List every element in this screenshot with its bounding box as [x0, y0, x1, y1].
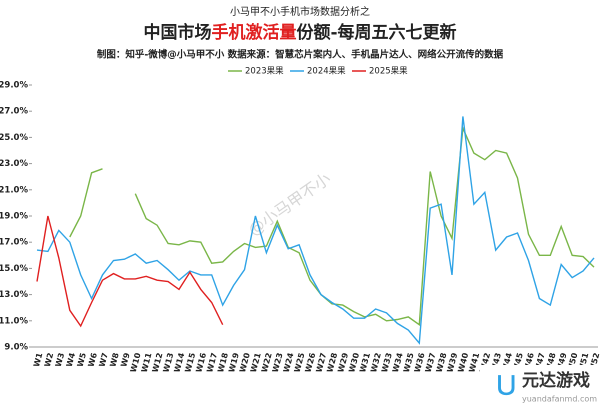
logo: ⋃ 元达游戏 yuandafanmd.com	[480, 365, 600, 407]
y-tick-label: 9.0%	[4, 343, 28, 353]
y-tick-label: 15.0%	[0, 264, 28, 274]
title-part: 份额-每周五六七更新	[296, 22, 456, 43]
logo-url: yuandafanmd.com	[522, 395, 597, 404]
title-part: 手机激活量	[211, 22, 296, 43]
y-tick-label: 25.0%	[0, 133, 28, 143]
x-tick-label: W8	[108, 351, 121, 368]
x-tick-label: W9	[119, 351, 132, 368]
x-tick-label: W4	[65, 351, 78, 368]
legend-label: 2024果果	[307, 67, 346, 77]
chart-header: 小马甲不小手机市场数据分析之	[230, 5, 370, 18]
logo-bg	[480, 365, 600, 407]
logo-icon: ⋃	[497, 372, 516, 397]
y-tick-label: 13.0%	[0, 290, 28, 300]
title-part: 中国市场	[143, 22, 211, 43]
series-line	[36, 215, 224, 328]
y-tick-label: 27.0%	[0, 107, 28, 117]
legend-label: 2023果果	[245, 67, 284, 77]
x-tick-label: W7	[97, 352, 109, 368]
y-tick-label: 21.0%	[0, 185, 28, 195]
y-tick-label: 29.0%	[0, 81, 28, 91]
x-tick-label: W2	[43, 352, 55, 368]
chart-subtitle: 制图：知乎-微博@小马甲不小 数据来源：智慧芯片案内人、手机晶片达人、网络公开流…	[97, 49, 504, 61]
x-tick-label: W6	[87, 351, 100, 368]
series-line	[36, 116, 595, 345]
y-tick-label: 19.0%	[0, 212, 28, 222]
x-tick-label: W3	[54, 352, 66, 368]
y-tick-label: 17.0%	[0, 238, 28, 248]
x-tick-label: W5	[76, 351, 89, 368]
x-tick-label: W1	[32, 351, 45, 368]
chart-title: 中国市场手机激活量份额-每周五六七更新	[143, 22, 456, 43]
series-line	[69, 125, 595, 326]
logo-name: 元达游戏	[522, 370, 590, 391]
legend-label: 2025果果	[369, 67, 408, 77]
y-tick-label: 23.0%	[0, 159, 28, 169]
watermark: @小马甲不小	[245, 169, 335, 240]
y-tick-label: 11.0%	[0, 316, 28, 326]
